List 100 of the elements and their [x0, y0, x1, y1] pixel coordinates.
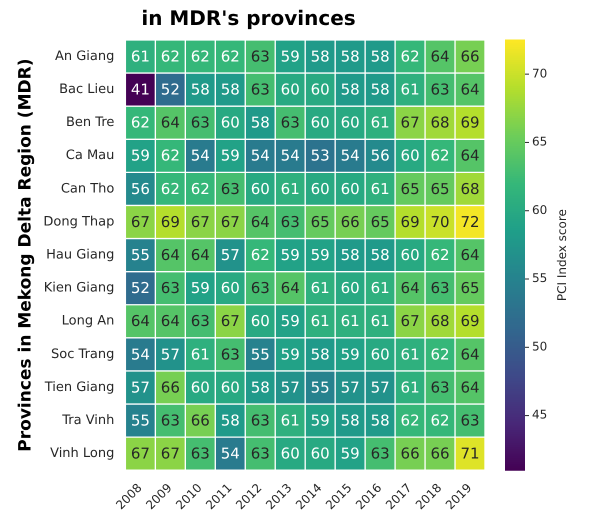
data-label: 66: [340, 212, 360, 231]
data-label: 64: [400, 279, 420, 298]
color-bar-title: PCI Index score: [555, 209, 570, 302]
data-label: 64: [250, 212, 270, 231]
data-label: 62: [190, 180, 210, 198]
data-label: 66: [400, 444, 420, 463]
data-label: 63: [460, 411, 480, 430]
data-label: 63: [250, 80, 270, 99]
data-label: 60: [250, 180, 270, 198]
data-label: 64: [460, 378, 480, 396]
data-label: 68: [460, 180, 480, 198]
color-bar-label: 70: [532, 66, 548, 80]
data-label: 62: [430, 411, 450, 430]
data-label: 60: [340, 279, 360, 298]
y-axis-title: Provinces in Mekong Delta Region (MDR): [16, 58, 36, 452]
data-label: 57: [370, 378, 390, 396]
data-label: 62: [250, 246, 270, 264]
data-label: 64: [280, 279, 300, 298]
data-label: 62: [220, 47, 240, 66]
data-label: 60: [190, 378, 210, 396]
data-label: 67: [400, 114, 420, 132]
data-label: 59: [280, 312, 300, 330]
y-tick-label: Tien Giang: [44, 380, 114, 395]
data-label: 60: [220, 378, 240, 396]
data-label: 67: [130, 444, 150, 463]
data-label: 60: [310, 444, 330, 463]
y-tick-label: An Giang: [54, 48, 114, 64]
data-label: 64: [130, 312, 150, 330]
data-label: 64: [160, 312, 180, 330]
color-bar-label: 45: [532, 408, 548, 422]
data-label: 64: [160, 114, 180, 132]
data-label: 57: [130, 378, 150, 396]
data-label: 41: [130, 80, 150, 99]
data-label: 60: [250, 312, 270, 330]
data-label: 59: [340, 345, 360, 364]
data-label: 63: [250, 47, 270, 66]
data-label: 59: [190, 279, 210, 298]
data-label: 63: [160, 411, 180, 430]
data-label: 63: [430, 80, 450, 99]
data-label: 60: [310, 80, 330, 99]
data-label: 62: [400, 411, 420, 430]
data-label: 62: [430, 146, 450, 165]
data-label: 67: [220, 212, 240, 231]
data-label: 61: [370, 312, 390, 330]
data-label: 70: [430, 212, 450, 231]
data-label: 63: [280, 114, 300, 132]
data-label: 67: [220, 312, 240, 330]
color-bar-label: 65: [532, 134, 548, 149]
data-label: 58: [340, 246, 360, 264]
data-label: 63: [370, 444, 390, 463]
data-label: 58: [250, 378, 270, 396]
data-label: 55: [250, 345, 270, 364]
y-tick-label: Ben Tre: [66, 115, 114, 130]
data-label: 60: [280, 80, 300, 99]
data-label: 63: [250, 279, 270, 298]
y-tick-label: Kien Giang: [44, 280, 114, 296]
data-label: 60: [310, 180, 330, 198]
data-label: 63: [250, 444, 270, 463]
data-label: 67: [130, 212, 150, 231]
data-label: 54: [130, 345, 150, 364]
data-label: 62: [400, 47, 420, 66]
data-label: 58: [370, 47, 390, 66]
data-label: 59: [280, 345, 300, 364]
data-label: 54: [280, 146, 300, 165]
data-label: 53: [310, 146, 330, 165]
data-label: 68: [430, 312, 450, 330]
data-label: 67: [400, 312, 420, 330]
data-label: 65: [370, 212, 390, 231]
data-label: 68: [430, 114, 450, 132]
data-label: 60: [310, 114, 330, 132]
color-bar-label: 50: [532, 339, 548, 354]
data-label: 60: [340, 180, 360, 198]
data-label: 63: [160, 279, 180, 298]
data-label: 60: [220, 114, 240, 132]
data-label: 64: [460, 80, 480, 99]
y-tick-label: Ca Mau: [66, 148, 114, 164]
data-label: 61: [340, 312, 360, 330]
data-label: 66: [190, 411, 210, 430]
data-label: 66: [430, 444, 450, 463]
data-label: 61: [280, 411, 300, 430]
y-tick-label: Tra Vinh: [61, 412, 114, 428]
data-label: 63: [190, 114, 210, 132]
data-label: 63: [280, 212, 300, 231]
data-label: 61: [370, 114, 390, 132]
y-tick-label: Can Tho: [60, 181, 114, 196]
data-label: 61: [280, 180, 300, 198]
data-label: 54: [340, 146, 360, 165]
data-label: 61: [310, 312, 330, 330]
data-label: 65: [430, 180, 450, 198]
data-label: 63: [250, 411, 270, 430]
data-label: 65: [460, 279, 480, 298]
data-label: 56: [130, 180, 150, 198]
data-label: 69: [160, 212, 180, 231]
data-label: 64: [460, 345, 480, 364]
data-label: 55: [130, 246, 150, 264]
data-label: 72: [460, 212, 480, 231]
y-tick-label: Vinh Long: [50, 446, 114, 462]
data-label: 57: [340, 378, 360, 396]
data-label: 62: [130, 114, 150, 132]
y-tick-label: Long An: [62, 314, 114, 329]
